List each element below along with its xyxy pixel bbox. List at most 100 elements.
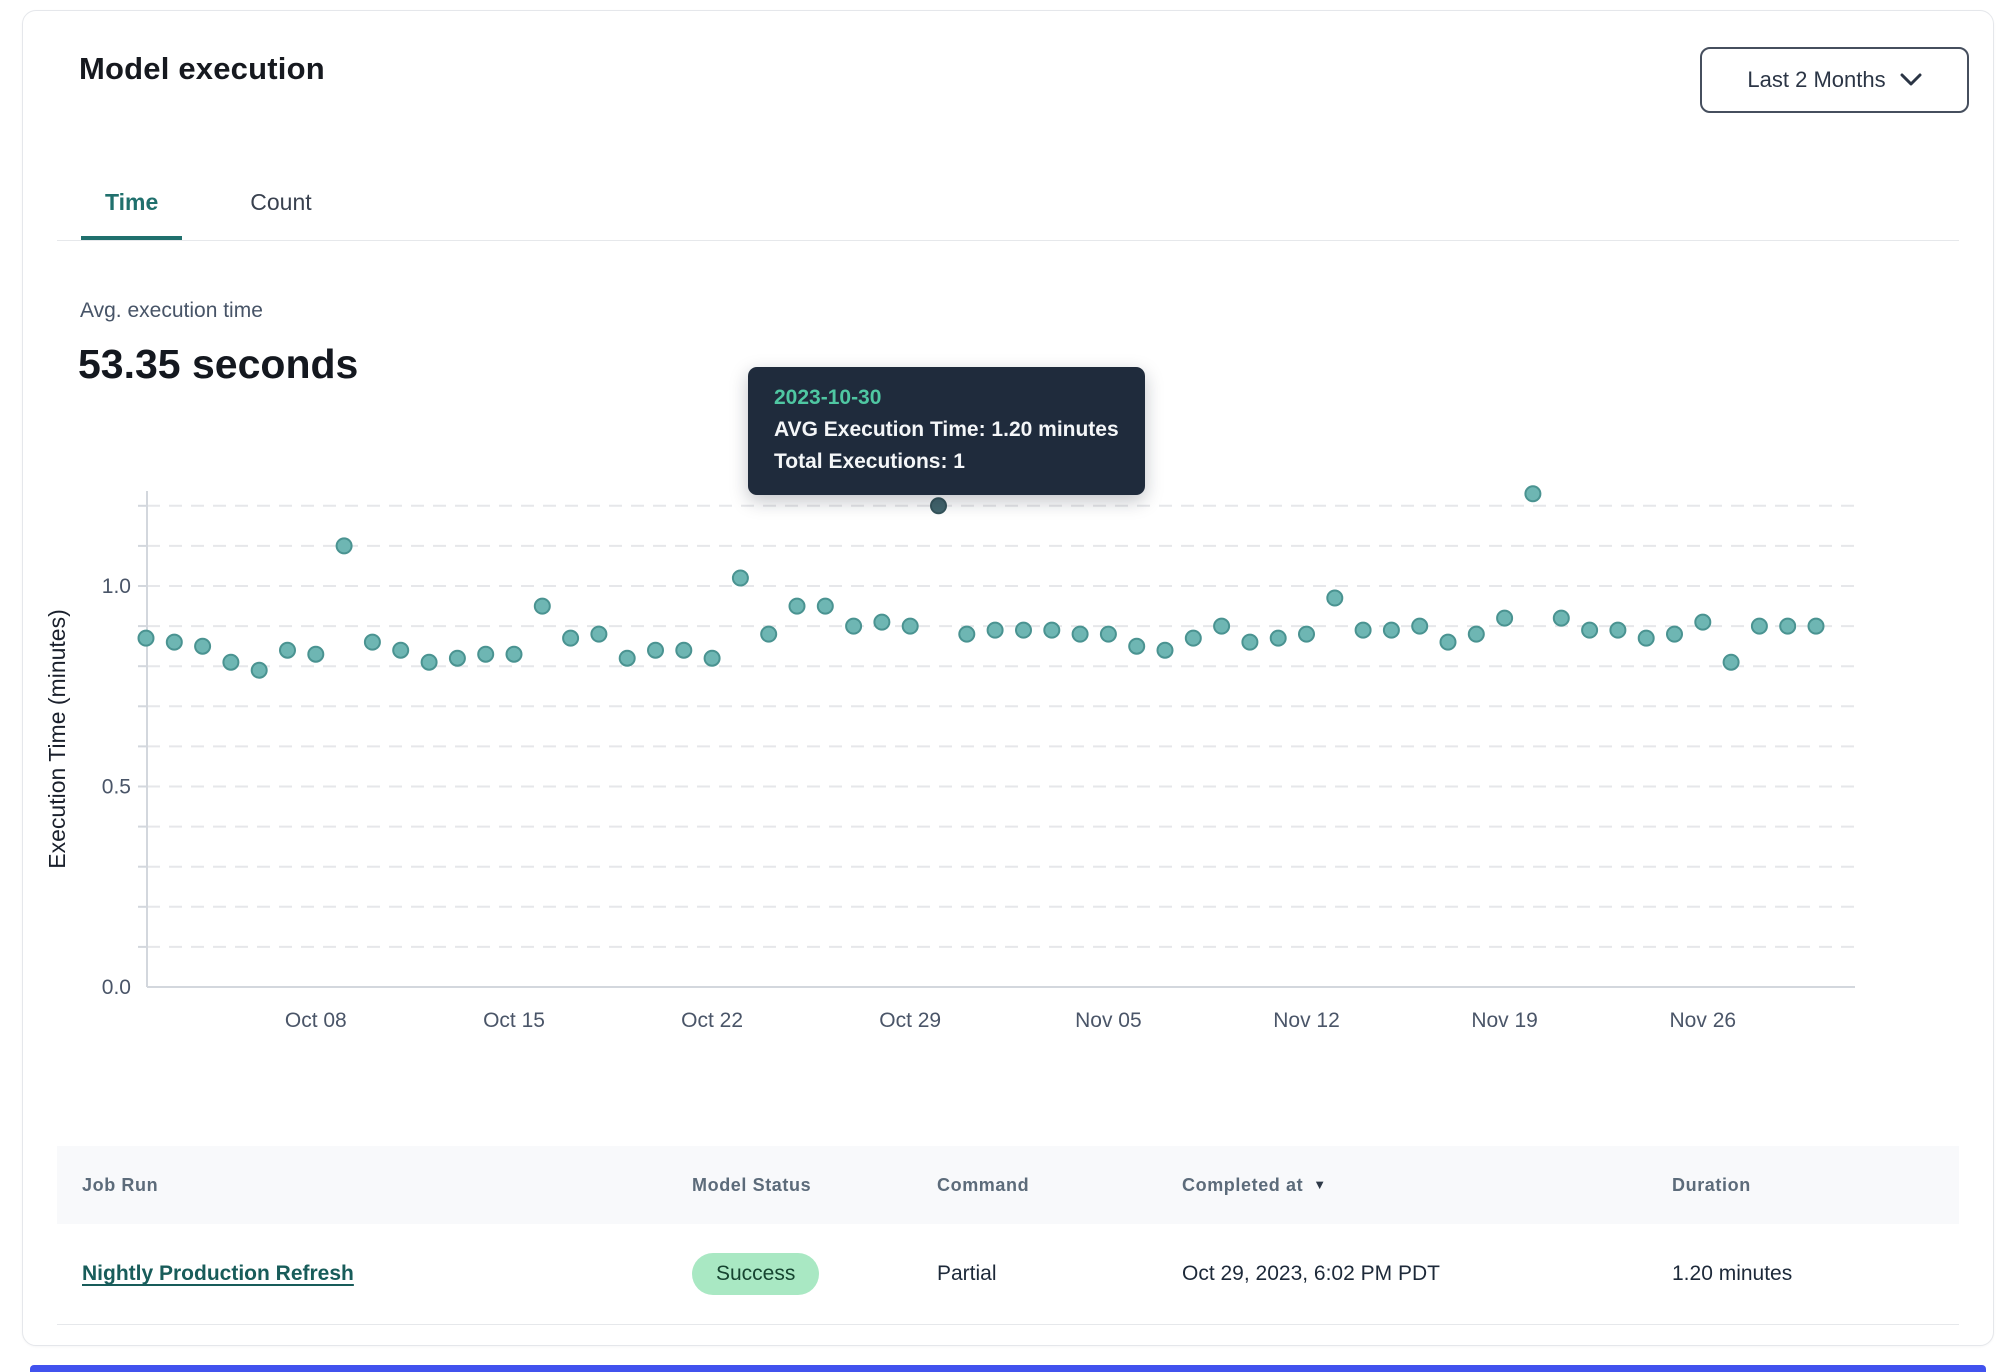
x-axis-tick-label: Nov 26 [1670, 1009, 1737, 1032]
data-point[interactable] [1015, 621, 1032, 639]
data-point[interactable] [1694, 613, 1712, 631]
tooltip-avg-execution-time: AVG Execution Time: 1.20 minutes [774, 417, 1119, 441]
table-row: Nightly Production Refresh Success Partial… [57, 1224, 1959, 1325]
column-header-command[interactable]: Command [937, 1174, 1030, 1195]
data-point[interactable] [222, 653, 240, 671]
data-point[interactable] [1524, 485, 1542, 503]
cell-job_run: Nightly Production Refresh [82, 1224, 354, 1324]
data-point[interactable] [1128, 637, 1146, 655]
data-point[interactable] [1184, 629, 1202, 647]
date-range-value: Last 2 Months [1747, 67, 1886, 92]
data-point[interactable] [420, 653, 438, 671]
y-axis-tick-label: 0.0 [102, 976, 131, 999]
data-point[interactable] [505, 645, 523, 663]
column-header-completed_at[interactable]: Completed at ▼ [1182, 1174, 1327, 1195]
data-point[interactable] [845, 617, 863, 635]
data-point[interactable] [392, 641, 410, 659]
x-axis-tick-label: Nov 19 [1471, 1009, 1538, 1032]
data-point[interactable] [1779, 617, 1797, 635]
cell-command: Partial [937, 1262, 997, 1285]
y-axis-tick-label: 0.5 [102, 776, 131, 799]
execution-time-scatter-chart[interactable]: 0.0 0.5 1.0 Oct 08 Oct 15 Oct 22 Oct 29 Nov 05 N… [23, 441, 1993, 1071]
data-point[interactable] [165, 633, 183, 651]
data-point[interactable] [1581, 621, 1599, 639]
data-point[interactable] [250, 661, 268, 679]
data-point[interactable] [1043, 621, 1061, 639]
avg-execution-time-value: 53.35 seconds [78, 341, 359, 387]
column-header-model_status[interactable]: Model Status [692, 1174, 812, 1195]
data-point[interactable] [816, 597, 834, 615]
data-point[interactable] [137, 629, 155, 647]
data-point[interactable] [1439, 633, 1457, 651]
data-point[interactable] [562, 629, 580, 647]
data-point[interactable] [873, 613, 891, 631]
data-point[interactable] [1750, 617, 1768, 635]
cell-completed_at: Oct 29, 2023, 6:02 PM PDT [1182, 1262, 1440, 1285]
data-point[interactable] [901, 617, 919, 635]
data-point[interactable] [279, 641, 296, 659]
data-point[interactable] [703, 649, 721, 667]
data-point[interactable] [788, 597, 806, 615]
data-point[interactable] [1269, 629, 1287, 647]
data-point[interactable] [1382, 621, 1400, 639]
data-point[interactable] [618, 649, 636, 667]
data-point[interactable] [1552, 609, 1570, 627]
data-point[interactable] [307, 645, 325, 663]
x-axis-tick-label: Nov 05 [1075, 1009, 1142, 1032]
data-point[interactable] [448, 649, 466, 667]
table-header: Job Run Model Status Command Completed at ▼ D… [57, 1146, 1959, 1224]
date-range-dropdown[interactable]: Last 2 Months [1700, 47, 1969, 113]
data-point[interactable] [363, 633, 381, 651]
data-point-highlighted[interactable] [930, 497, 947, 515]
data-point[interactable] [1156, 641, 1174, 659]
page-title: Model execution [79, 51, 325, 86]
data-point[interactable] [986, 621, 1004, 639]
tooltip-total-executions: Total Executions: 1 [774, 449, 965, 473]
data-point[interactable] [760, 625, 778, 643]
data-point[interactable] [1241, 633, 1259, 651]
data-point[interactable] [1213, 617, 1231, 635]
cell-model_status: Success [692, 1224, 820, 1324]
data-point[interactable] [1666, 625, 1683, 643]
data-point[interactable] [647, 641, 664, 659]
data-point[interactable] [675, 641, 693, 659]
data-point[interactable] [194, 637, 212, 655]
data-point[interactable] [335, 537, 353, 555]
data-point[interactable] [1354, 621, 1372, 639]
tab-count[interactable]: Count [250, 189, 312, 215]
data-point[interactable] [1411, 617, 1429, 635]
y-axis-tick-label: 1.0 [102, 575, 131, 598]
tooltip-date: 2023-10-30 [774, 386, 882, 409]
x-axis-tick-label: Nov 12 [1273, 1009, 1340, 1032]
data-point[interactable] [958, 625, 976, 643]
column-header-job_run[interactable]: Job Run [82, 1174, 159, 1195]
column-header-duration[interactable]: Duration [1672, 1174, 1751, 1195]
chart-tooltip: 2023-10-30 AVG Execution Time: 1.20 minu… [748, 367, 1145, 495]
data-point[interactable] [533, 597, 551, 615]
data-point[interactable] [590, 625, 608, 643]
data-point[interactable] [1326, 589, 1344, 607]
data-point[interactable] [1722, 653, 1740, 671]
data-point[interactable] [1807, 617, 1825, 635]
data-point[interactable] [1071, 625, 1089, 643]
data-point[interactable] [1609, 621, 1627, 639]
status-badge: Success [692, 1253, 820, 1295]
data-point[interactable] [1637, 629, 1655, 647]
model-execution-card: Model execution Last 2 Months Time Count… [22, 10, 1994, 1346]
data-point[interactable] [1099, 625, 1117, 643]
data-point[interactable] [731, 569, 749, 587]
job-run-link[interactable]: Nightly Production Refresh [82, 1262, 354, 1285]
data-point[interactable] [477, 645, 495, 663]
x-axis-tick-label: Oct 15 [483, 1009, 545, 1032]
cell-duration: 1.20 minutes [1672, 1262, 1793, 1285]
next-section-accent-bar [30, 1365, 1986, 1372]
data-point[interactable] [1467, 625, 1485, 643]
sort-desc-icon: ▼ [1313, 1176, 1327, 1192]
chart-tabs: Time Count [57, 171, 1959, 241]
data-point[interactable] [1298, 625, 1315, 643]
tab-time[interactable]: Time [81, 171, 183, 240]
data-point[interactable] [1496, 609, 1514, 627]
x-axis-tick-label: Oct 08 [285, 1009, 347, 1032]
avg-execution-time-label: Avg. execution time [80, 299, 263, 322]
